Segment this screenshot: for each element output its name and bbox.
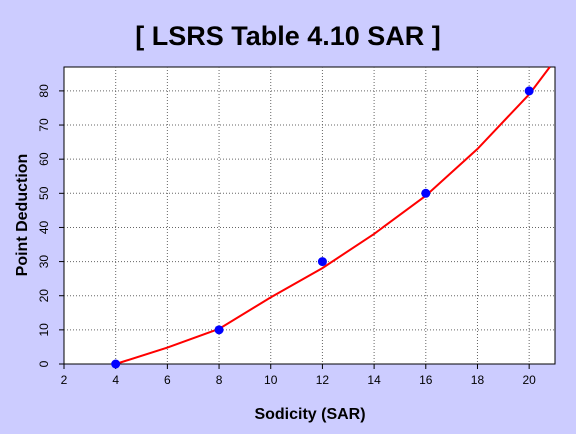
data-point — [214, 325, 224, 335]
x-tick-label: 4 — [112, 373, 119, 387]
y-tick-label: 40 — [37, 220, 51, 234]
y-tick-label: 80 — [37, 84, 51, 98]
x-tick-label: 12 — [316, 373, 330, 387]
data-point — [317, 257, 327, 267]
data-point — [421, 188, 431, 198]
x-axis-label: Sodicity (SAR) — [254, 406, 365, 423]
y-tick-label: 0 — [37, 360, 51, 367]
data-points-layer — [111, 86, 534, 369]
y-axis-label: Point Deduction — [14, 154, 31, 277]
y-tick-label: 20 — [37, 289, 51, 303]
data-point — [524, 86, 534, 96]
x-tick-label: 6 — [164, 373, 171, 387]
x-tick-label: 16 — [419, 373, 433, 387]
y-tick-label: 50 — [37, 186, 51, 200]
fit-curve-layer — [115, 66, 551, 365]
grid — [64, 67, 555, 364]
fit-curve-line — [115, 66, 551, 365]
x-tick-label: 10 — [264, 373, 278, 387]
x-tick-label: 20 — [522, 373, 536, 387]
y-tick-label: 70 — [37, 118, 51, 132]
plot-area — [63, 66, 556, 365]
x-tick-label: 18 — [471, 373, 485, 387]
y-tick-label: 60 — [37, 152, 51, 166]
chart-title: [ LSRS Table 4.10 SAR ] — [135, 21, 441, 51]
x-tick-label: 2 — [61, 373, 68, 387]
y-tick-label: 30 — [37, 255, 51, 269]
ticks: 2 4 6 8 10 12 14 16 18 20 0 10 20 30 40 50 60 70 80 — [37, 84, 536, 387]
data-point — [111, 359, 121, 369]
x-tick-label: 14 — [367, 373, 381, 387]
y-tick-label: 10 — [37, 323, 51, 337]
x-tick-label: 8 — [216, 373, 223, 387]
